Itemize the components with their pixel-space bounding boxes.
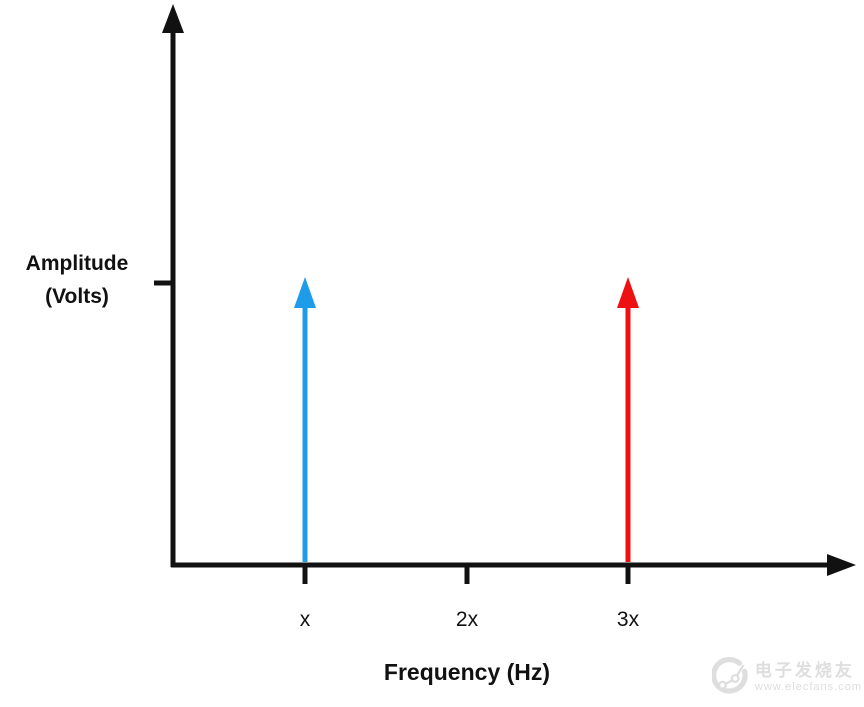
watermark-text: 电子发烧友 www.elecfans.com bbox=[755, 661, 862, 694]
y-axis-arrowhead bbox=[162, 4, 184, 33]
elecfans-logo-icon bbox=[712, 656, 748, 694]
x-tick-label-3x: 3x bbox=[616, 608, 640, 631]
y-axis-label-line2: (Volts) bbox=[45, 285, 109, 308]
y-axis-label-line1: Amplitude bbox=[25, 252, 129, 275]
spike-arrowhead-x bbox=[294, 277, 316, 308]
x-axis-arrowhead bbox=[827, 554, 856, 576]
y-axis-label: Amplitude (Volts) bbox=[6, 247, 148, 313]
spike-arrowhead-3x bbox=[617, 277, 639, 308]
watermark: 电子发烧友 www.elecfans.com bbox=[712, 648, 862, 706]
x-tick-label-x: x bbox=[299, 608, 311, 631]
watermark-url: www.elecfans.com bbox=[754, 680, 862, 693]
watermark-brand: 电子发烧友 bbox=[754, 660, 855, 680]
impulse-spikes bbox=[294, 277, 639, 562]
x-axis-label: Frequency (Hz) bbox=[383, 659, 551, 685]
x-tick-label-2x: 2x bbox=[455, 608, 479, 631]
